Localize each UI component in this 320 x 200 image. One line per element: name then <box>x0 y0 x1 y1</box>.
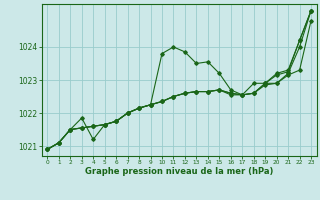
X-axis label: Graphe pression niveau de la mer (hPa): Graphe pression niveau de la mer (hPa) <box>85 167 273 176</box>
